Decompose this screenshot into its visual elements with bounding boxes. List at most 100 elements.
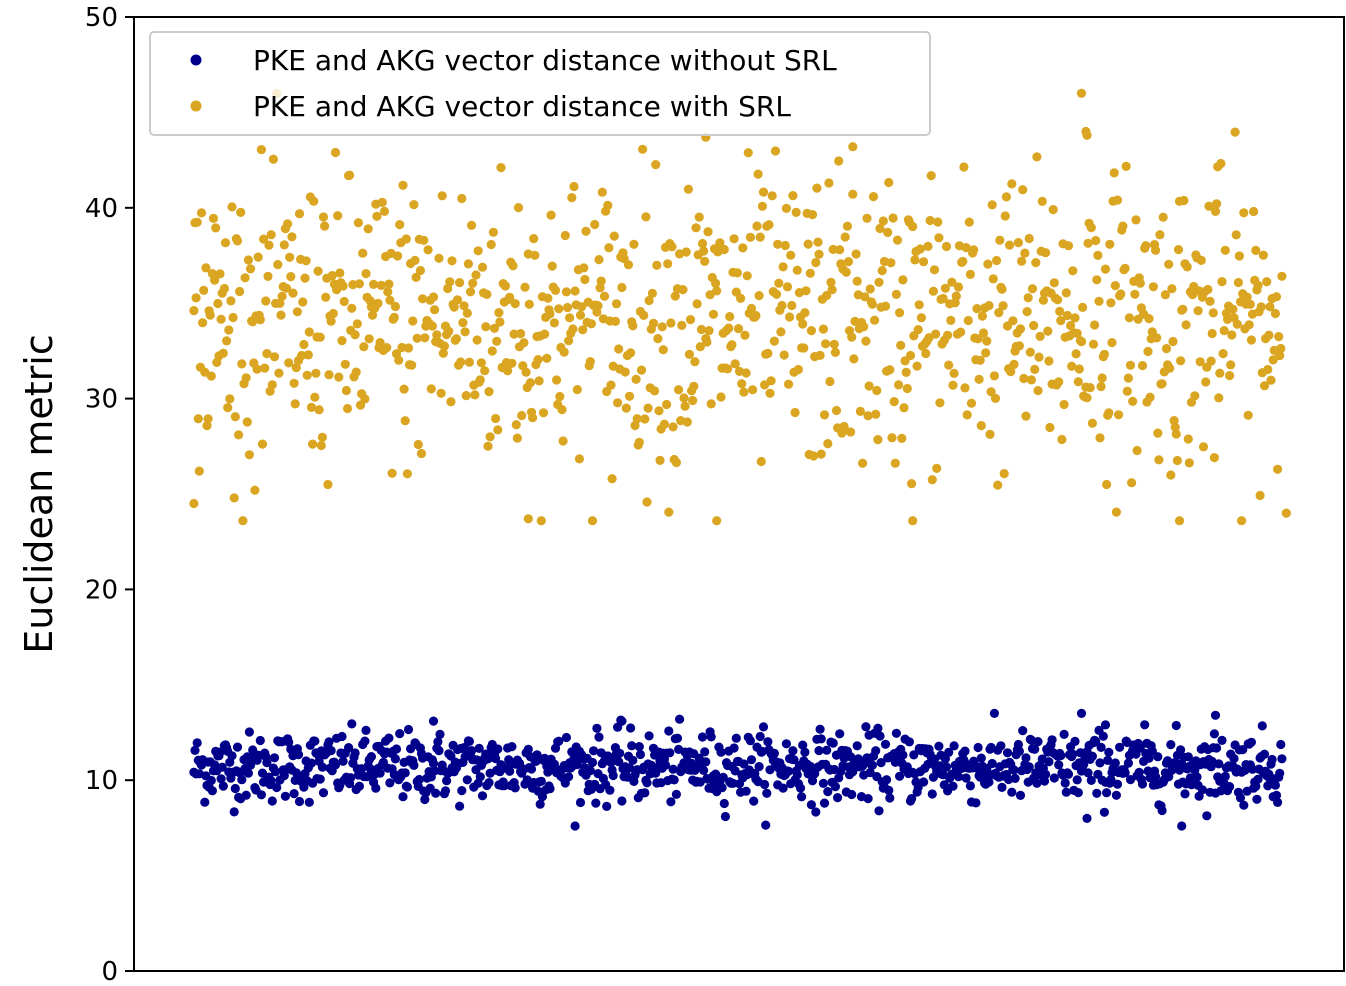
data-point: [830, 782, 841, 792]
data-point: [242, 417, 252, 427]
data-point: [496, 163, 506, 173]
data-point: [237, 359, 247, 369]
data-point: [829, 339, 839, 349]
data-point: [316, 440, 326, 451]
data-point: [712, 286, 722, 296]
data-point: [895, 308, 905, 318]
data-point: [398, 180, 408, 190]
data-point: [294, 209, 305, 219]
data-point: [632, 414, 642, 424]
data-point: [245, 264, 256, 274]
data-point: [385, 778, 395, 788]
data-point: [206, 371, 216, 381]
data-point: [1035, 331, 1045, 341]
data-point: [983, 259, 993, 269]
data-point: [984, 301, 994, 311]
data-point: [905, 350, 916, 361]
data-point: [1109, 168, 1119, 178]
data-point: [1007, 787, 1017, 797]
data-point: [1276, 739, 1286, 750]
data-point: [644, 295, 654, 306]
data-point: [361, 269, 371, 279]
data-point: [294, 796, 305, 807]
data-point: [202, 421, 212, 431]
data-point: [1082, 813, 1092, 824]
data-point: [252, 364, 262, 374]
data-point: [536, 776, 546, 786]
data-point: [1212, 199, 1222, 209]
data-point: [281, 283, 292, 293]
data-point: [442, 776, 452, 786]
data-point: [1262, 277, 1272, 287]
data-point: [324, 370, 334, 380]
data-point: [1032, 152, 1042, 162]
data-point: [400, 768, 410, 778]
data-point: [949, 741, 959, 751]
data-point: [1061, 288, 1071, 298]
data-point: [1056, 316, 1066, 326]
data-point: [596, 276, 606, 286]
data-point: [628, 755, 638, 765]
data-point: [1095, 433, 1105, 443]
data-point: [1087, 751, 1097, 761]
data-point: [403, 724, 414, 735]
data-point: [1196, 255, 1206, 265]
data-point: [198, 318, 208, 328]
data-point: [999, 469, 1009, 479]
data-point: [1041, 769, 1051, 780]
data-point: [899, 403, 909, 413]
data-point: [604, 243, 614, 253]
data-point: [493, 425, 503, 435]
data-point: [1209, 453, 1219, 463]
data-point: [1032, 778, 1042, 788]
data-point: [564, 772, 574, 782]
data-point: [330, 760, 341, 770]
data-point: [643, 403, 653, 413]
data-point: [884, 177, 894, 188]
data-point: [1014, 341, 1024, 351]
data-point: [605, 785, 615, 795]
data-point: [529, 234, 539, 244]
data-point: [283, 219, 293, 229]
data-point: [728, 778, 738, 789]
data-point: [1115, 742, 1125, 752]
data-point: [471, 270, 481, 280]
data-point: [816, 449, 826, 459]
data-point: [823, 787, 833, 797]
data-point: [581, 226, 591, 236]
data-point: [210, 275, 220, 285]
data-point: [1059, 729, 1069, 740]
data-point: [311, 368, 321, 378]
data-point: [629, 239, 639, 249]
data-point: [291, 363, 301, 373]
data-point: [1140, 720, 1150, 730]
data-point: [575, 310, 586, 320]
data-point: [1243, 410, 1253, 420]
data-point: [229, 807, 239, 817]
data-point: [192, 217, 202, 227]
data-point: [1076, 88, 1087, 98]
data-point: [1090, 320, 1100, 330]
data-point: [201, 263, 211, 273]
data-point: [1137, 361, 1148, 371]
data-point: [446, 397, 456, 407]
data-point: [1151, 245, 1161, 255]
data-point: [1098, 731, 1108, 741]
data-point: [720, 811, 731, 822]
points-layer: [189, 88, 1291, 831]
data-point: [933, 217, 943, 227]
data-point: [237, 775, 247, 785]
data-point: [385, 295, 395, 305]
data-point: [949, 368, 959, 378]
data-point: [395, 220, 405, 230]
series-0-points: [189, 708, 1287, 831]
data-point: [953, 282, 964, 292]
data-point: [700, 256, 710, 266]
data-point: [412, 333, 422, 343]
data-point: [428, 758, 439, 769]
data-point: [1060, 778, 1070, 788]
data-point: [369, 279, 379, 289]
data-point: [1216, 786, 1226, 796]
data-point: [1249, 206, 1259, 217]
